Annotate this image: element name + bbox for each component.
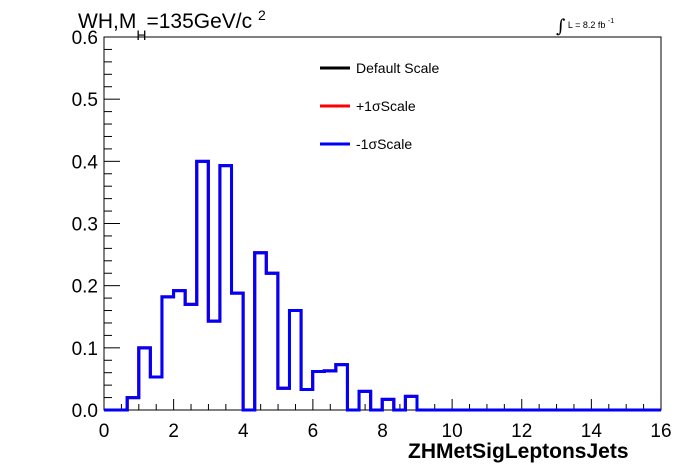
title-prefix: WH,M <box>78 10 137 33</box>
x-axis-label: ZHMetSigLeptonsJets <box>408 440 629 463</box>
y-tick-label: 0.4 <box>72 152 99 173</box>
luminosity-text: L = 8.2 fb <box>567 20 606 30</box>
legend-label-0: Default Scale <box>356 60 439 76</box>
series-line-2 <box>104 159 661 412</box>
legend-label-2: -1σScale <box>356 136 412 152</box>
luminosity-label: ∫ L = 8.2 fb -1 <box>556 12 615 37</box>
title-superscript: 2 <box>257 7 266 23</box>
title-value: =135GeV/c <box>146 10 253 33</box>
x-tick-label: 14 <box>581 421 603 442</box>
x-tick-label: 8 <box>377 421 388 442</box>
integral-symbol: ∫ <box>556 16 566 37</box>
x-tick-label: 16 <box>650 421 671 442</box>
chart-title: WH,MH=135GeV/c 2 <box>78 7 266 43</box>
y-tick-label: 0.2 <box>72 277 98 298</box>
y-tick-label: 0.3 <box>72 215 98 236</box>
x-tick-label: 6 <box>308 421 319 442</box>
legend-label-1: +1σScale <box>356 98 416 114</box>
series-line-1 <box>104 159 661 412</box>
x-tick-label: 12 <box>511 421 532 442</box>
y-tick-label: 0.5 <box>72 90 98 111</box>
plot-frame <box>103 36 662 411</box>
x-tick-label: 10 <box>442 421 463 442</box>
title-subscript: H <box>136 27 147 43</box>
x-tick-label: 4 <box>238 421 249 442</box>
y-tick-label: 0.0 <box>72 401 98 422</box>
y-tick-label: 0.6 <box>72 28 98 49</box>
y-tick-label: 0.1 <box>72 339 98 360</box>
x-tick-label: 2 <box>168 421 179 442</box>
x-tick-label: 0 <box>99 421 110 442</box>
luminosity-superscript: -1 <box>607 18 615 25</box>
series-line-0 <box>104 159 661 412</box>
